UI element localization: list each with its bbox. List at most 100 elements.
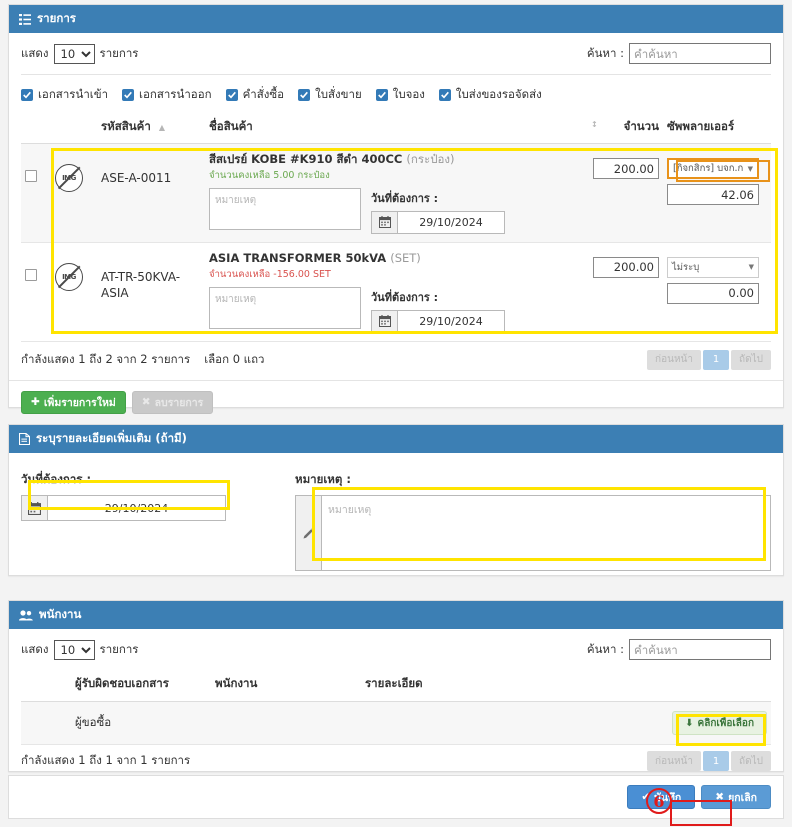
col-supplier-header[interactable]: ซัพพลายเออร์ xyxy=(663,115,771,144)
filter-purchase-order[interactable]: คำสั่งซื้อ xyxy=(225,86,284,104)
employee-info-text: กำลังแสดง 1 ถึง 1 จาก 1 รายการ xyxy=(21,753,191,767)
col-detail-header[interactable]: รายละเอียด xyxy=(361,671,661,702)
checkbox-checked-icon[interactable] xyxy=(298,89,311,101)
row-supplier-value: ไม่ระบุ xyxy=(672,261,700,273)
times-icon: ✖ xyxy=(141,396,151,409)
employee-info-row: กำลังแสดง 1 ถึง 1 จาก 1 รายการ ก่อนหน้า … xyxy=(21,751,771,771)
detail-date-field: วันที่ต้องการ : xyxy=(21,471,271,571)
items-filter-row: เอกสารนำเข้า เอกสารนำออก คำสั่งซื้อ xyxy=(21,74,771,104)
filter-doc-out[interactable]: เอกสารนำออก xyxy=(122,86,212,104)
items-pagination: ก่อนหน้า 1 ถัดไป xyxy=(647,349,771,370)
items-info-text: กำลังแสดง 1 ถึง 2 จาก 2 รายการ xyxy=(21,351,191,366)
row-checkbox[interactable] xyxy=(25,170,37,182)
row-date-group: วันที่ต้องการ : xyxy=(371,287,505,333)
checkbox-checked-icon[interactable] xyxy=(375,89,388,101)
row-date-label: วันที่ต้องการ : xyxy=(371,290,439,304)
row-code-cell: ASE-A-0011 xyxy=(97,143,205,243)
document-icon xyxy=(19,433,30,445)
cancel-button[interactable]: ✖ ยกเลิก xyxy=(701,785,771,809)
filter-reservation[interactable]: ใบจอง xyxy=(375,86,425,104)
pagination-page-1[interactable]: 1 xyxy=(703,751,729,771)
employee-search-label: ค้นหา : xyxy=(586,641,624,656)
items-search-group: ค้นหา : xyxy=(587,43,771,64)
row-qty-input[interactable] xyxy=(593,256,659,278)
employee-row-employee xyxy=(211,701,361,745)
detail-panel-body: วันที่ต้องการ : xyxy=(9,453,783,579)
col-name-header[interactable]: ชื่อสินค้า xyxy=(205,115,583,144)
checkbox-checked-icon[interactable] xyxy=(438,89,451,101)
select-employee-button[interactable]: ⬇ คลิกเพื่อเลือก xyxy=(672,711,767,735)
col-role-header[interactable]: ผู้รับผิดชอบเอกสาร xyxy=(71,671,211,702)
items-length-prefix: แสดง xyxy=(21,45,49,60)
calendar-icon[interactable] xyxy=(371,210,397,234)
checkbox-checked-icon[interactable] xyxy=(122,89,135,101)
detail-panel: ระบุรายละเอียดเพิ่มเติม (ถ้ามี) วันที่ต้… xyxy=(8,424,784,576)
checkbox-checked-icon[interactable] xyxy=(21,89,33,101)
row-supplier-select[interactable]: [กิจกสิกร] บจก.ก ▼ xyxy=(667,158,759,179)
row-price-input[interactable] xyxy=(667,282,759,304)
row-note-input[interactable] xyxy=(209,286,361,329)
detail-date-control[interactable] xyxy=(21,495,226,521)
check-icon: ✔ xyxy=(641,791,651,803)
pagination-page-1[interactable]: 1 xyxy=(703,349,729,370)
pagination-next[interactable]: ถัดไป xyxy=(731,751,771,771)
col-action-header xyxy=(661,671,771,702)
items-info-row: กำลังแสดง 1 ถึง 2 จาก 2 รายการ เลือก 0 แ… xyxy=(21,349,771,370)
col-qty-label: จำนวน xyxy=(623,119,659,133)
items-length-suffix: รายการ xyxy=(99,45,139,60)
employee-length-select[interactable]: 10 xyxy=(53,639,95,660)
col-qty-header[interactable]: ↕ จำนวน xyxy=(583,115,663,144)
delete-item-button[interactable]: ✖ ลบรายการ xyxy=(131,390,214,414)
row-date-control[interactable] xyxy=(371,210,505,234)
pagination-prev[interactable]: ก่อนหน้า xyxy=(647,751,701,771)
col-checkbox xyxy=(21,115,51,144)
col-image xyxy=(51,115,97,144)
items-header-row: รหัสสินค้า ▲ ชื่อสินค้า ↕ จำนวน ซัพพลายเ… xyxy=(21,115,771,144)
checkbox-checked-icon[interactable] xyxy=(225,89,238,101)
row-select-cell[interactable] xyxy=(21,242,51,342)
row-checkbox[interactable] xyxy=(25,268,37,281)
add-item-label: เพิ่มรายการใหม่ xyxy=(43,396,116,409)
row-qty-input[interactable] xyxy=(593,158,659,179)
calendar-icon[interactable] xyxy=(21,495,47,521)
product-name: ASIA TRANSFORMER 50kVA (SET) xyxy=(209,251,579,266)
employee-search-input[interactable] xyxy=(629,639,771,660)
filter-pending-delivery[interactable]: ใบส่งของรอจัดส่ง xyxy=(438,86,542,104)
row-note-input[interactable] xyxy=(209,187,361,230)
employee-table-body: ผู้ขอซื้อ ⬇ คลิกเพื่อเลือก xyxy=(21,701,771,745)
product-unit: (กระป๋อง) xyxy=(406,152,455,166)
sort-both-icon: ↕ xyxy=(591,120,598,129)
table-row: IMG AT-TR-50KVA-ASIA ASIA TRANSFORMER 50… xyxy=(21,242,771,342)
product-name-text: สีสเปรย์ KOBE #K910 สีดำ 400CC xyxy=(209,152,403,166)
table-row: IMG ASE-A-0011 สีสเปรย์ KOBE #K910 สีดำ … xyxy=(21,143,771,243)
row-date-input[interactable] xyxy=(397,210,505,234)
calendar-icon[interactable] xyxy=(371,309,397,333)
row-date-control[interactable] xyxy=(371,309,505,333)
filter-sales-order[interactable]: ใบสั่งขาย xyxy=(298,86,362,104)
row-select-cell[interactable] xyxy=(21,143,51,243)
row-price-input[interactable] xyxy=(667,184,759,205)
col-detail-label: รายละเอียด xyxy=(365,676,423,690)
chevron-down-icon: ▼ xyxy=(747,164,753,173)
row-supplier-select[interactable]: ไม่ระบุ ▼ xyxy=(667,256,759,278)
row-date-input[interactable] xyxy=(397,309,505,333)
items-table-head: รหัสสินค้า ▲ ชื่อสินค้า ↕ จำนวน ซัพพลายเ… xyxy=(21,115,771,144)
col-employee-header[interactable]: พนักงาน xyxy=(211,671,361,702)
col-code-header[interactable]: รหัสสินค้า ▲ xyxy=(97,115,205,144)
items-panel-header: รายการ xyxy=(9,5,783,33)
items-length-select[interactable]: 10 xyxy=(53,43,95,64)
detail-note-input[interactable] xyxy=(321,495,771,571)
row-supplier-value: [กิจกสิกร] บจก.ก xyxy=(673,163,744,174)
items-search-input[interactable] xyxy=(629,43,771,64)
row-date-group: วันที่ต้องการ : xyxy=(371,188,505,234)
pagination-prev[interactable]: ก่อนหน้า xyxy=(647,349,701,370)
employee-panel-title: พนักงาน xyxy=(39,607,82,621)
add-item-button[interactable]: ✚ เพิ่มรายการใหม่ xyxy=(21,390,126,414)
col-employee-label: พนักงาน xyxy=(215,676,258,690)
filter-pending-delivery-label: ใบส่งของรอจัดส่ง xyxy=(455,87,542,101)
pagination-next[interactable]: ถัดไป xyxy=(731,349,771,370)
detail-date-input[interactable] xyxy=(47,495,226,521)
table-row: ผู้ขอซื้อ ⬇ คลิกเพื่อเลือก xyxy=(21,701,771,745)
filter-doc-in[interactable]: เอกสารนำเข้า xyxy=(21,86,108,104)
